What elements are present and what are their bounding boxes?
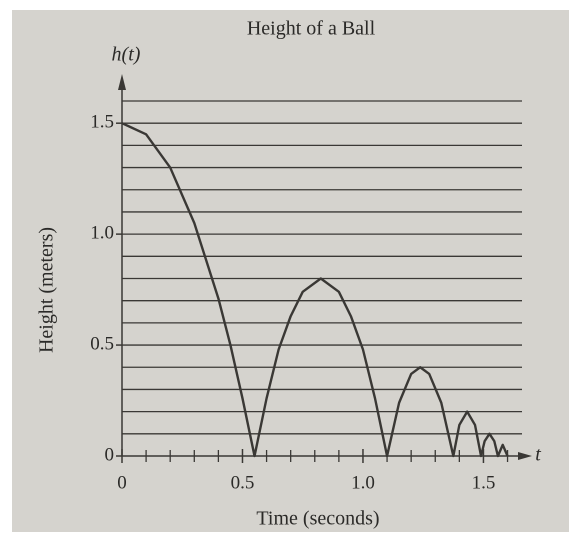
ball-height-curve [121, 122, 509, 458]
x-tick-label: 0 [117, 472, 127, 493]
chart-title: Height of a Ball [247, 18, 376, 40]
x-axis-label: Time (seconds) [256, 508, 379, 530]
y-axis-name: h(t) [112, 44, 141, 66]
y-tick-label: 0.5 [90, 333, 114, 354]
y-arrow [118, 74, 126, 90]
paper [12, 10, 569, 532]
y-tick-label: 0 [105, 444, 115, 465]
y-tick-label: 1.0 [90, 222, 114, 243]
x-arrow [518, 452, 532, 460]
x-tick-label: 0.5 [231, 472, 255, 493]
x-tick-label: 1.5 [472, 472, 496, 493]
x-tick-label: 1.0 [351, 472, 375, 493]
y-axis-label: Height (meters) [36, 227, 58, 353]
x-axis-name: t [535, 444, 541, 466]
y-tick-label: 1.5 [90, 112, 114, 133]
